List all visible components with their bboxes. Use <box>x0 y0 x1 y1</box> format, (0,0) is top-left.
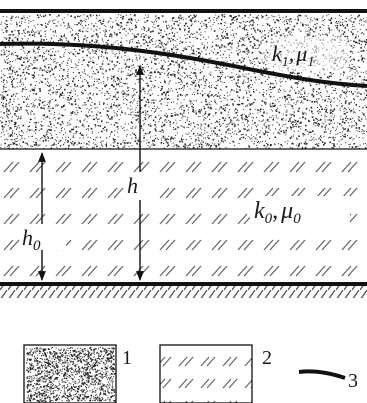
legend-item-stipple: 1 <box>23 344 132 403</box>
ground-hatch <box>0 286 367 298</box>
legend-line-sample <box>298 369 346 380</box>
k1-mu1-label-backdrop <box>268 37 348 71</box>
h-label-backdrop <box>124 172 154 200</box>
k0-mu0-label-backdrop <box>250 196 350 228</box>
h-label: h <box>127 173 138 198</box>
legend-number-2: 2 <box>262 347 272 369</box>
legend-number-1: 1 <box>122 347 132 369</box>
legend-number-3: 3 <box>348 370 358 392</box>
upper-layer-stipple <box>0 14 367 150</box>
legend-stipple-fill <box>26 347 116 403</box>
free-surface-curve <box>0 41 367 88</box>
k0-mu0-label: k0, μ0 <box>254 198 301 227</box>
h0-label-backdrop <box>20 224 66 250</box>
h0-label: h0 <box>22 225 41 254</box>
legend-item-line: 3 <box>298 369 358 392</box>
legend-hatch-box <box>159 344 253 403</box>
legend-item-hatch: 2 <box>159 344 272 403</box>
k1-mu1-label: k1,μ1 <box>272 41 314 70</box>
